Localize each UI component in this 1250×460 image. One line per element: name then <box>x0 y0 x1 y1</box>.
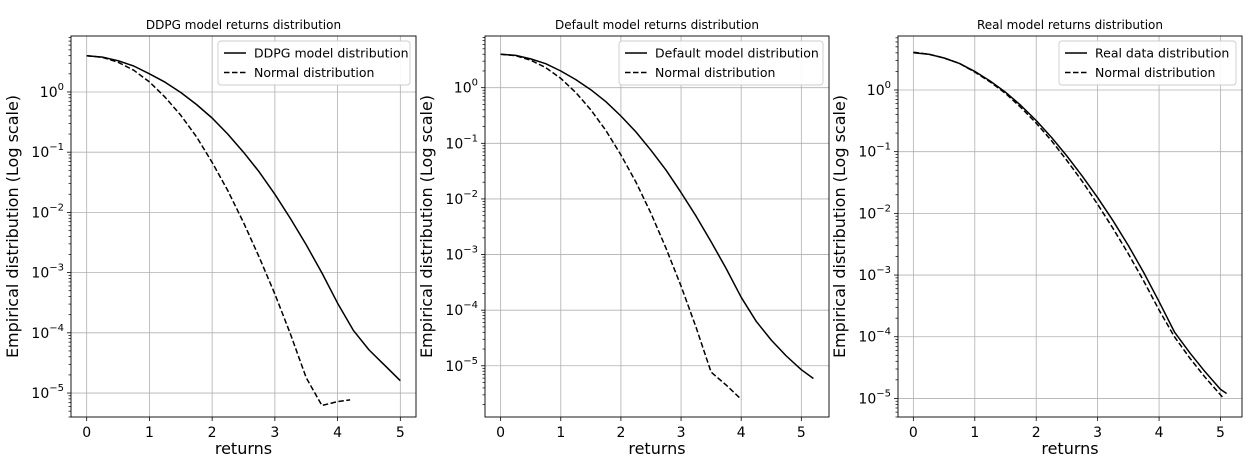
x-tick-label: 1 <box>556 425 565 441</box>
subplot-title: Default model returns distribution <box>555 18 759 32</box>
x-tick-label: 3 <box>270 425 279 441</box>
subplot-1: 0 1 2 3 4 5 10−5 10−4 10−3 10−2 10−1 100 DDPG model … <box>3 18 417 458</box>
x-axis-label: returns <box>1041 439 1098 458</box>
x-tick-label: 4 <box>333 425 342 441</box>
y-tick-label: 10−2 <box>445 189 478 208</box>
series-line-1 <box>500 53 814 380</box>
subplot-title: DDPG model returns distribution <box>146 18 341 32</box>
x-tick-label: 3 <box>1093 425 1102 441</box>
legend-box <box>217 40 411 86</box>
y-tick-label: 10−1 <box>445 133 478 152</box>
y-tick-label: 100 <box>40 82 64 101</box>
legend-box <box>618 40 824 86</box>
axes-frame <box>897 35 1243 418</box>
y-tick-label: 10−2 <box>31 202 64 221</box>
series-line-1 <box>86 54 401 382</box>
x-tick-label: 2 <box>1032 425 1041 441</box>
x-tick-label: 0 <box>82 425 91 441</box>
x-tick-label: 3 <box>677 425 686 441</box>
x-tick-label: 1 <box>970 425 979 441</box>
legend: DDPG model distribution Normal distributi… <box>217 40 411 86</box>
axes-frame <box>484 35 830 418</box>
y-tick-label: 10−3 <box>31 263 64 282</box>
subplot-2: 0 1 2 3 4 5 10−5 10−4 10−3 10−2 10−1 100 Default mod… <box>417 18 830 458</box>
series-line-2 <box>500 53 742 400</box>
legend-entry-2: Normal distribution <box>254 65 374 80</box>
legend-box <box>1058 40 1237 86</box>
y-tick-label: 10−3 <box>858 265 891 284</box>
x-tick-label: 5 <box>797 425 806 441</box>
x-tick-label: 4 <box>737 425 746 441</box>
legend-entry-1: DDPG model distribution <box>254 46 409 61</box>
legend-entry-1: Real data distribution <box>1095 46 1229 61</box>
y-tick-label: 100 <box>454 78 478 97</box>
axes-frame <box>70 35 417 418</box>
gridlines <box>71 36 416 417</box>
legend-entry-1: Default model distribution <box>655 46 819 61</box>
x-tick-label: 0 <box>909 425 918 441</box>
x-tick-label: 2 <box>208 425 217 441</box>
x-tick-label: 0 <box>496 425 505 441</box>
x-tick-label: 4 <box>1155 425 1164 441</box>
y-tick-label: 10−4 <box>445 300 478 319</box>
x-tick-label: 1 <box>145 425 154 441</box>
y-axis-label: Empirical distribution (Log scale) <box>3 95 22 358</box>
subplot-title: Real model returns distribution <box>977 18 1163 32</box>
x-tick-label: 5 <box>396 425 405 441</box>
plot-area <box>71 36 416 417</box>
y-tick-label: 10−4 <box>31 323 64 342</box>
legend-entry-2: Normal distribution <box>1095 65 1215 80</box>
y-tick-label: 10−5 <box>858 388 891 407</box>
y-tick-label: 10−2 <box>858 203 891 222</box>
y-tick-label: 10−1 <box>858 142 891 161</box>
gridlines <box>898 36 1242 417</box>
y-tick-label: 10−3 <box>445 245 478 264</box>
y-axis-label: Empirical distribution (Log scale) <box>830 95 849 358</box>
y-tick-label: 10−5 <box>445 356 478 375</box>
y-axis-label: Empirical distribution (Log scale) <box>417 95 436 358</box>
x-axis-label: returns <box>215 439 272 458</box>
x-tick-label: 2 <box>616 425 625 441</box>
y-tick-label: 100 <box>867 80 891 99</box>
y-tick-label: 10−4 <box>858 327 891 346</box>
y-tick-label: 10−5 <box>31 383 64 402</box>
x-axis-label: returns <box>628 439 685 458</box>
series-line-2 <box>913 51 1225 399</box>
subplot-3: 0 1 2 3 4 5 10−5 10−4 10−3 10−2 10−1 100 Real model … <box>830 18 1243 458</box>
y-tick-label: 10−1 <box>31 142 64 161</box>
plot-area <box>898 36 1242 417</box>
legend-entry-2: Normal distribution <box>655 65 775 80</box>
series-line-2 <box>86 54 351 407</box>
legend: Default model distribution Normal distrib… <box>618 40 824 86</box>
x-tick-label: 5 <box>1216 425 1225 441</box>
legend: Real data distribution Normal distributio… <box>1058 40 1237 86</box>
gridlines <box>485 36 829 417</box>
